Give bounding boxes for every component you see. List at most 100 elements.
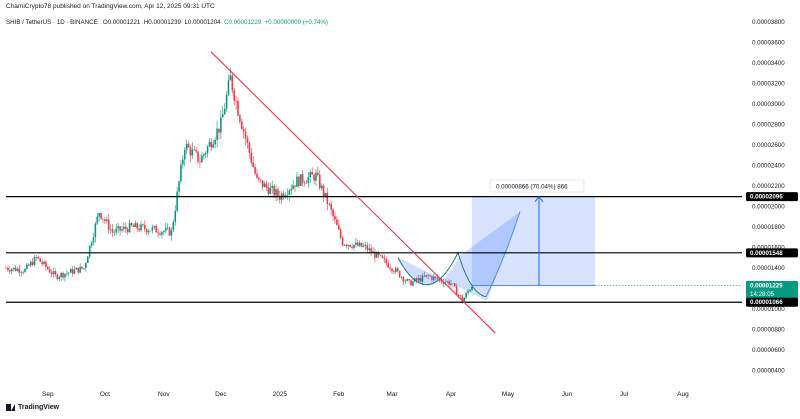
candle-body — [58, 277, 61, 279]
candle-body — [452, 283, 454, 285]
candle-body — [119, 226, 121, 231]
time-tick-label: Apr — [446, 391, 457, 398]
drawing-overlay: 0.00000866 (70.04%) 866 — [6, 51, 742, 334]
candle-body — [96, 216, 99, 224]
candle-body — [69, 269, 72, 273]
candle-body — [400, 277, 403, 278]
candle-body — [436, 277, 439, 280]
candle-body — [75, 267, 78, 270]
candle-body — [332, 209, 334, 217]
candle-body — [130, 223, 133, 226]
time-tick-label: Jul — [620, 391, 629, 398]
candle-body — [134, 223, 137, 227]
candle-body — [334, 216, 336, 220]
candle-body — [349, 244, 351, 247]
tradingview-logo-icon — [6, 404, 15, 411]
candle-body — [374, 251, 376, 258]
price-labels: 0.000020960.000015480.0000122914:28:050.… — [746, 192, 798, 307]
candle-body — [343, 244, 346, 246]
time-tick-label: Mar — [386, 391, 398, 398]
candle-body — [12, 267, 15, 270]
level-tag-support: 0.00001066 — [750, 299, 783, 306]
candle-body — [140, 224, 142, 231]
candle-body — [412, 281, 414, 286]
candle-body — [376, 252, 378, 258]
candle-body — [151, 227, 154, 231]
candle-body — [273, 185, 275, 196]
price-tick-label: 0.00002600 — [752, 142, 785, 149]
candle-body — [39, 258, 42, 262]
candle-body — [258, 177, 260, 180]
candle-body — [31, 261, 34, 265]
candle-body — [52, 271, 55, 275]
candle-body — [457, 294, 460, 296]
price-tick-label: 0.00002000 — [752, 204, 785, 211]
candle-body — [105, 219, 108, 221]
candle-body — [396, 268, 399, 272]
time-axis[interactable]: Sep Oct Nov Dec 2025 Feb Mar Apr May Jun Jul Aug — [42, 391, 689, 398]
candle-body — [113, 232, 116, 233]
time-tick-label: Jun — [562, 391, 573, 398]
candle-body — [288, 190, 291, 195]
candle-body — [261, 180, 264, 188]
tradingview-logo: TradingView — [6, 404, 59, 411]
candle-body — [199, 161, 201, 163]
candle-body — [212, 144, 215, 148]
candle-body — [381, 255, 384, 259]
candle-body — [24, 268, 26, 273]
current-price-tag: 0.00001229 — [750, 283, 783, 290]
candle-body — [123, 226, 125, 230]
candle-body — [109, 229, 112, 230]
candle-body — [240, 121, 243, 130]
candle-body — [117, 226, 119, 229]
candle-body — [324, 192, 327, 197]
candle-body — [92, 237, 95, 244]
candle-body — [197, 151, 199, 162]
candle-body — [311, 172, 313, 175]
projection-curve — [485, 211, 521, 297]
candle-body — [9, 270, 11, 272]
symbol-legend[interactable]: SHIB / TetherUS · 1D · BINANCE O0.000012… — [6, 19, 328, 26]
time-tick-label: Sep — [42, 391, 54, 398]
price-tick-label: 0.00000400 — [752, 368, 785, 375]
candle-body — [298, 176, 300, 186]
candle-body — [254, 167, 256, 174]
candle-body — [419, 278, 422, 282]
ohlc-open: O0.00001221 — [102, 19, 141, 26]
ohlc-high: H0.00001239 — [143, 19, 182, 26]
candle-body — [453, 283, 456, 287]
candle-body — [305, 183, 308, 184]
candle-body — [104, 219, 106, 221]
candle-body — [172, 221, 175, 231]
cup-projection-area — [398, 211, 520, 301]
symbol-name: SHIB / TetherUS · 1D · BINANCE — [6, 19, 98, 26]
candle-body — [469, 290, 471, 292]
candle-body — [347, 244, 350, 247]
candle-body — [170, 230, 173, 236]
candle-body — [107, 219, 110, 230]
candle-body — [320, 185, 323, 189]
candle-body — [446, 281, 448, 283]
candle-body — [269, 187, 272, 194]
candle-body — [145, 229, 148, 233]
candle-body — [193, 149, 196, 151]
candle-body — [309, 172, 312, 178]
candle-body — [178, 181, 180, 192]
candle-body — [294, 185, 296, 187]
candle-body — [159, 233, 161, 235]
candle-body — [77, 267, 80, 273]
candle-body — [282, 193, 285, 198]
candle-body — [41, 261, 43, 264]
candle-body — [239, 115, 241, 122]
candle-body — [180, 164, 182, 182]
measure-arrow-head — [534, 195, 544, 202]
candle-body — [48, 269, 51, 273]
candle-body — [391, 268, 393, 272]
candle-body — [164, 227, 167, 232]
candle-body — [271, 185, 274, 188]
price-axis[interactable]: 0.00003800 0.00003600 0.00003400 0.00003200… — [752, 19, 785, 375]
candle-body — [427, 275, 429, 276]
candle-body — [100, 213, 102, 219]
price-tick-label: 0.00000600 — [752, 347, 785, 354]
